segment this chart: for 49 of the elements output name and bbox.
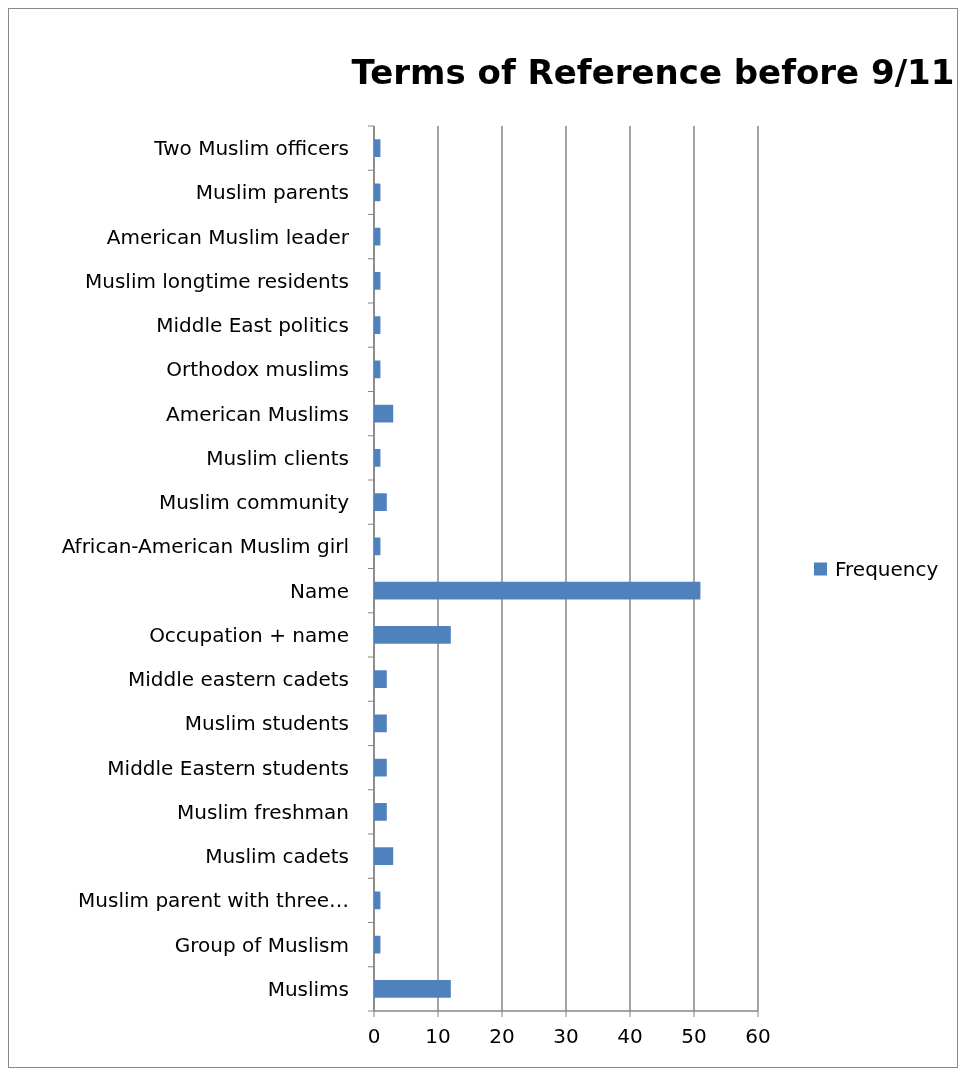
y-tick-label: Muslim clients — [206, 445, 349, 470]
bar — [374, 360, 381, 379]
bar — [374, 935, 381, 954]
y-tick-label: Name — [289, 578, 349, 603]
y-tick-label: Middle eastern cadets — [128, 667, 349, 692]
legend-label: Frequency — [835, 556, 939, 581]
y-tick-label: Muslim longtime residents — [84, 268, 349, 293]
y-tick-label: Muslim cadets — [205, 844, 349, 869]
bar — [374, 183, 381, 202]
x-tick-label: 60 — [745, 1024, 771, 1048]
y-tick-label: Two Muslim officers — [153, 136, 349, 161]
y-tick-label: Middle Eastern students — [107, 755, 349, 780]
bar — [374, 626, 451, 644]
y-tick-label: Orthodox muslims — [166, 357, 349, 382]
x-tick-label: 20 — [489, 1024, 515, 1048]
x-tick-label: 10 — [425, 1024, 451, 1048]
bar — [374, 980, 451, 998]
x-tick-label: 0 — [367, 1024, 381, 1048]
x-tick-label: 30 — [553, 1024, 579, 1048]
bar — [374, 316, 381, 334]
bar — [374, 891, 381, 910]
bar — [374, 404, 394, 423]
bar — [374, 537, 381, 556]
y-tick-label: American Muslims — [166, 401, 349, 426]
y-tick-label: Muslim freshman — [177, 799, 349, 824]
y-tick-label: Occupation + name — [149, 622, 349, 647]
bar — [374, 758, 387, 777]
bar — [374, 493, 387, 511]
bar — [374, 803, 387, 821]
y-tick-label: Group of Muslism — [174, 932, 349, 957]
y-tick-label: Middle East politics — [156, 313, 349, 338]
y-tick-label: American Muslim leader — [106, 224, 350, 249]
y-tick-label: Muslims — [267, 976, 349, 1001]
bar — [374, 227, 381, 246]
bar — [374, 714, 387, 733]
y-tick-label: African-American Muslim girl — [61, 534, 349, 559]
x-tick-label: 40 — [617, 1024, 643, 1048]
bar — [374, 449, 381, 467]
chart-title: Terms of Reference before 9/11 — [351, 52, 955, 92]
bar — [374, 139, 381, 157]
bar — [374, 272, 381, 290]
bar — [374, 847, 394, 865]
y-tick-label: Muslim community — [158, 490, 350, 515]
bar — [374, 581, 701, 600]
y-tick-label: Muslim parent with three… — [78, 888, 349, 913]
x-tick-label: 50 — [681, 1024, 707, 1048]
y-tick-label: Muslim students — [184, 711, 349, 736]
bar — [374, 670, 387, 688]
y-tick-label: Muslim parents — [195, 180, 349, 205]
